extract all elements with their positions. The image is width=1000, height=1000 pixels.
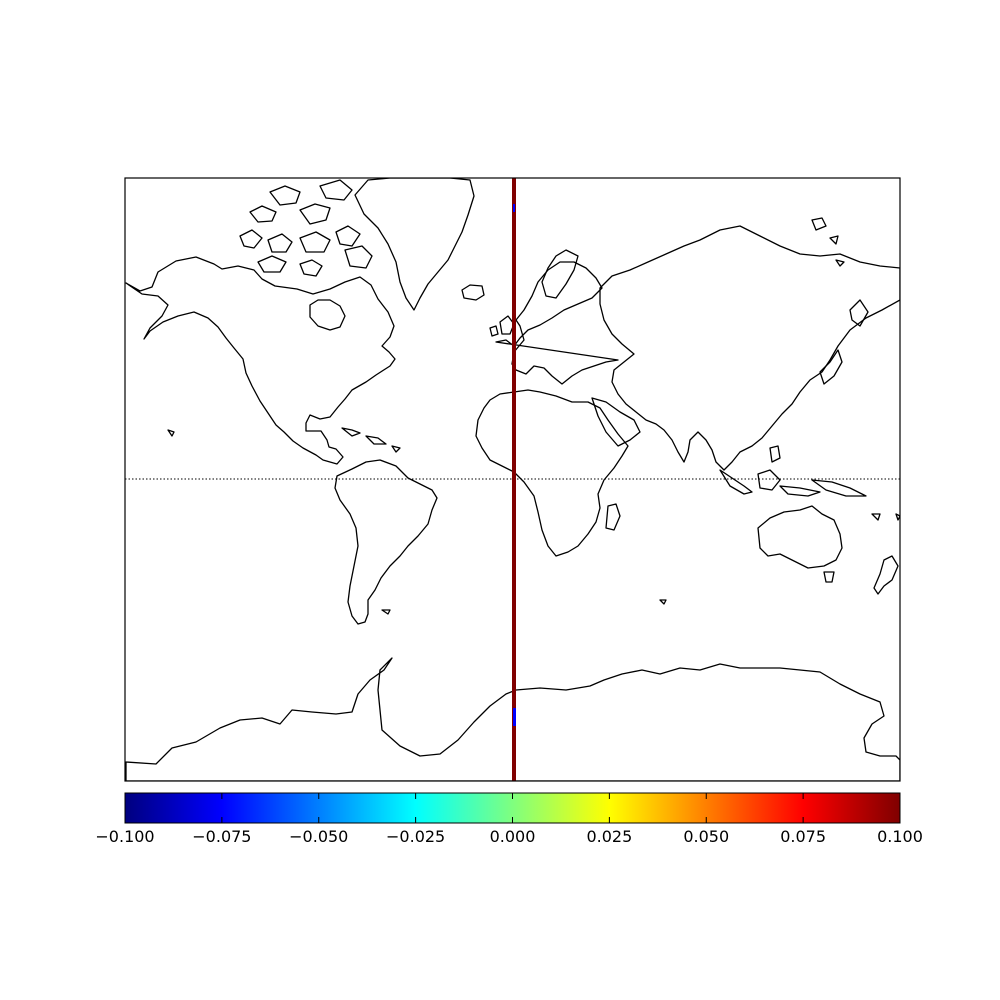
coast-north-america [125, 256, 396, 465]
coast-scandinavia [541, 249, 579, 299]
coast-indonesia [719, 445, 867, 497]
coast-tasmania [823, 571, 835, 583]
colorbar-tick-label: −0.075 [192, 827, 251, 846]
coast-asia [599, 225, 900, 471]
coast-iceland [461, 284, 485, 301]
data-stripe-main [512, 178, 516, 781]
coast-arabia [591, 397, 641, 447]
data-stripe-blue-segment-top [513, 204, 515, 212]
coast-hudson-bay [309, 299, 346, 331]
coast-caribbean [167, 427, 401, 453]
coast-south-america [334, 459, 438, 625]
coast-africa [475, 389, 629, 557]
coast-madagascar [605, 503, 621, 531]
coast-pacific-islands [659, 217, 900, 605]
colorbar: −0.100 −0.075 −0.050 −0.025 0.000 0.025 0.050 0… [95, 792, 923, 846]
coastlines [125, 178, 900, 781]
map-frame [124, 177, 901, 782]
colorbar-tick-label: −0.025 [386, 827, 445, 846]
colorbar-tick-label: 0.025 [586, 827, 632, 846]
coast-australia [757, 505, 843, 569]
coast-falklands [381, 609, 391, 615]
coast-new-zealand [873, 555, 899, 595]
coast-greenland [354, 178, 475, 311]
colorbar-tick-label: −0.050 [289, 827, 348, 846]
colorbar-tick-label: 0.100 [877, 827, 923, 846]
colorbar-ticks: −0.100 −0.075 −0.050 −0.025 0.000 0.025 0.050 0… [95, 793, 923, 846]
coast-japan [819, 349, 843, 385]
coast-antarctica [125, 657, 900, 781]
colorbar-tick-label: 0.000 [490, 827, 536, 846]
coast-sea-of-okhotsk [849, 299, 869, 327]
coast-arctic-islands [239, 179, 373, 277]
coast-europe [495, 261, 619, 385]
data-stripe [512, 178, 516, 781]
map-panel [124, 177, 901, 782]
data-stripe-blue-segment [513, 708, 516, 726]
colorbar-tick-label: 0.075 [780, 827, 826, 846]
colorbar-tick-label: 0.050 [683, 827, 729, 846]
colorbar-tick-label: −0.100 [95, 827, 154, 846]
